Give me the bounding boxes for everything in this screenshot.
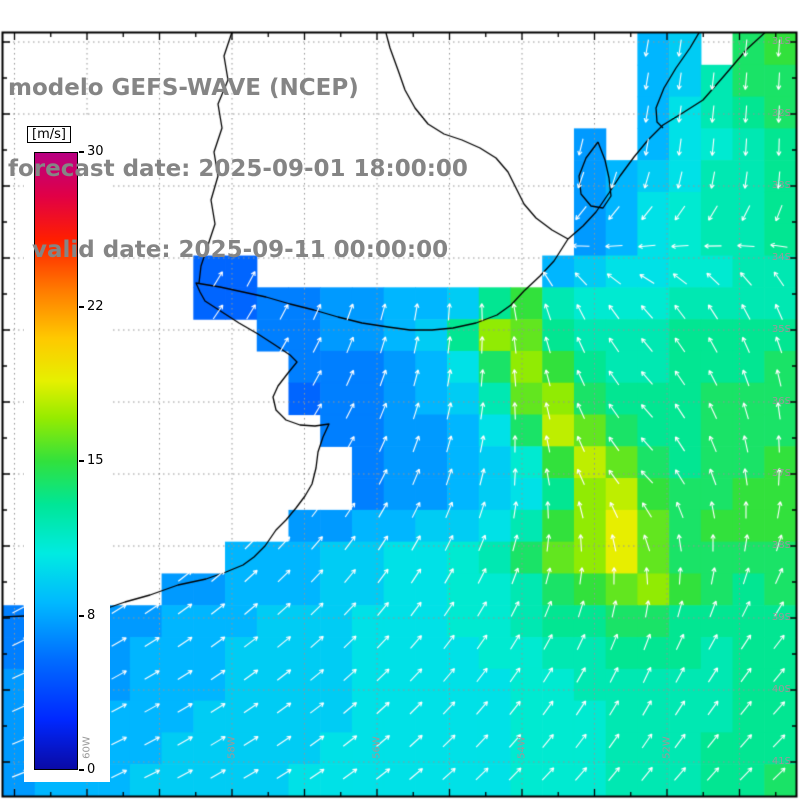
colorbar-gradient bbox=[34, 152, 78, 770]
lon-label: 60W bbox=[81, 736, 93, 759]
colorbar-tick-mark bbox=[79, 614, 84, 617]
colorbar-tick-label: 22 bbox=[87, 298, 104, 314]
lon-label: 56W bbox=[371, 736, 383, 759]
colorbar-tick-label: 30 bbox=[87, 144, 104, 159]
lon-label: 54W bbox=[516, 736, 528, 759]
title-block: modelo GEFS-WAVE (NCEP) forecast date: 2… bbox=[8, 21, 468, 318]
lat-label: 33S bbox=[771, 180, 791, 191]
lat-label: 41S bbox=[771, 756, 791, 767]
lat-label: 34S bbox=[771, 252, 791, 263]
colorbar-tick-mark bbox=[79, 769, 84, 771]
lat-label: 35S bbox=[771, 324, 791, 335]
lat-label: 36S bbox=[771, 396, 791, 407]
forecast-date: forecast date: 2025-09-01 18:00:00 bbox=[8, 156, 468, 182]
lat-label: 39S bbox=[771, 612, 791, 623]
colorbar-tick-label: 0 bbox=[87, 762, 96, 777]
colorbar-tick-label: 8 bbox=[87, 607, 96, 623]
lat-label: 38S bbox=[771, 540, 791, 551]
lon-label: 52W bbox=[661, 736, 673, 759]
colorbar-tick-label: 15 bbox=[87, 453, 104, 468]
lat-label: 31S bbox=[771, 36, 791, 47]
lat-label: 32S bbox=[771, 108, 791, 119]
colorbar-tick-mark bbox=[79, 305, 84, 308]
lon-label: 58W bbox=[226, 736, 238, 759]
colorbar-tick-mark bbox=[79, 460, 84, 462]
valid-date: valid date: 2025-09-11 00:00:00 bbox=[8, 237, 449, 263]
colorbar-unit-label: [m/s] bbox=[27, 126, 71, 143]
lat-label: 40S bbox=[771, 684, 791, 695]
colorbar-tick-mark bbox=[79, 151, 84, 153]
lat-label: 37S bbox=[771, 468, 791, 479]
model-title: modelo GEFS-WAVE (NCEP) bbox=[8, 75, 359, 101]
